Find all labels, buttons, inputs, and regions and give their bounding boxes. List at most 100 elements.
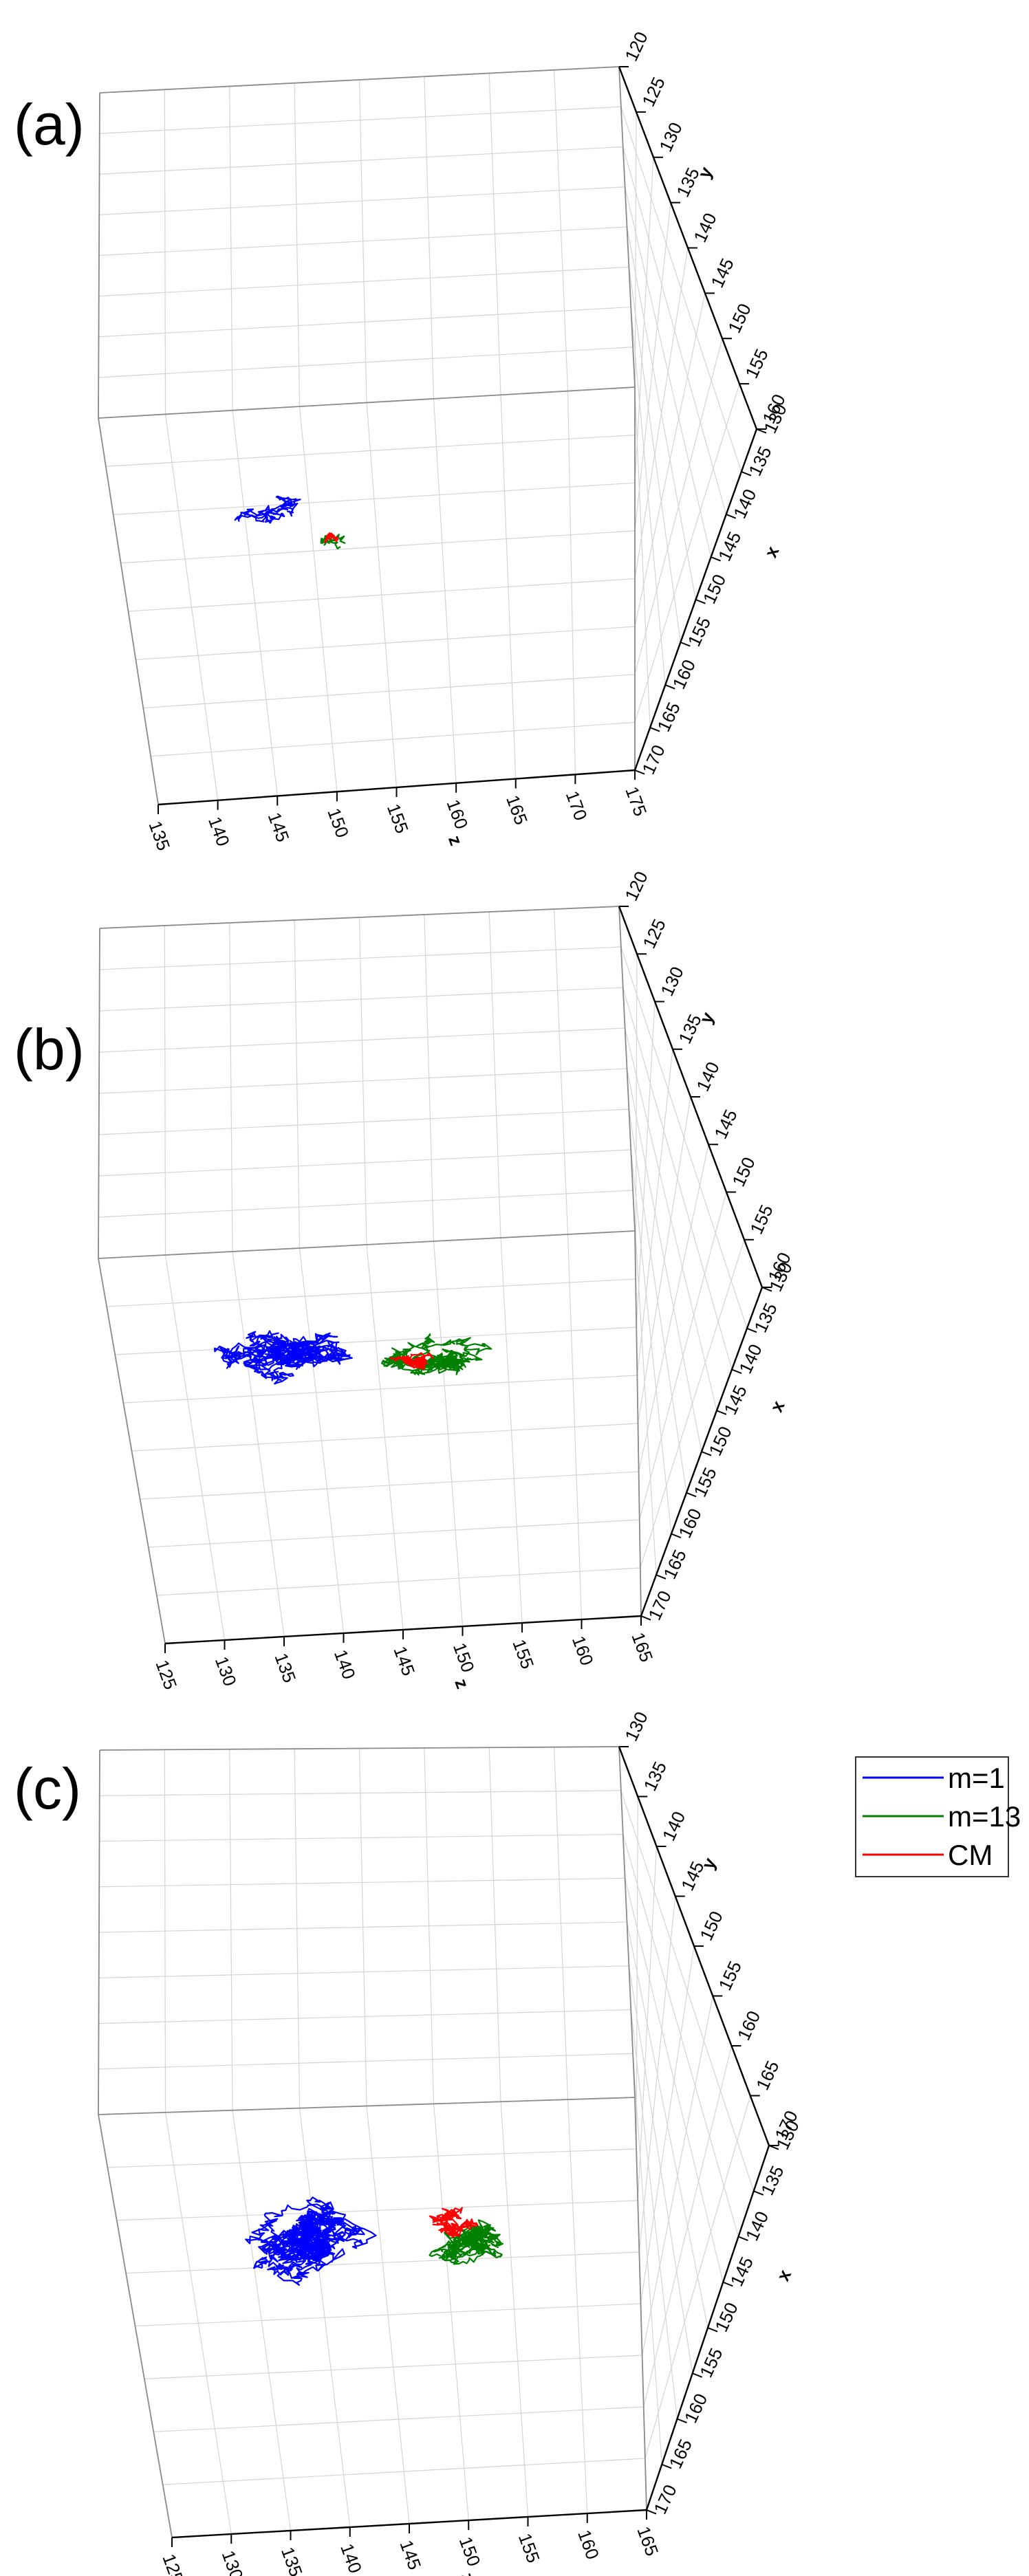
x-tick-label: 160 (674, 1505, 706, 1541)
x-tick (741, 471, 752, 477)
x-tick (646, 2509, 657, 2515)
x-axis-label: x (772, 2266, 796, 2284)
grid-line (156, 1567, 640, 1596)
grid-line (639, 1192, 727, 1520)
z-tick-label: 155 (383, 801, 413, 836)
box-edge (98, 2097, 636, 2115)
x-tick (722, 2281, 733, 2287)
grid-line (98, 1149, 631, 1177)
grid-line (554, 908, 569, 1235)
x-tick-label: 170 (644, 1588, 675, 1624)
z-tick-label: 155 (508, 1637, 538, 1672)
box-edge (98, 386, 636, 419)
z-axis-label: z (444, 833, 467, 848)
y-tick-label: 130 (620, 1709, 652, 1745)
z-axis-label: z (451, 1676, 473, 1691)
grid-line (632, 1190, 657, 1575)
y-tick-label: 165 (752, 2057, 783, 2093)
grid-line (632, 2053, 662, 2465)
grid-line (628, 267, 681, 643)
x-tick (746, 1327, 757, 1333)
grid-line (567, 391, 576, 775)
z-tick-label: 145 (264, 809, 294, 844)
box-edge (98, 2114, 173, 2538)
z-tick-label: 130 (211, 1654, 241, 1689)
box-edge (99, 1746, 620, 1751)
y-tick-label: 155 (741, 346, 772, 382)
box-edge (618, 66, 636, 388)
x-tick-label: 135 (750, 1300, 781, 1335)
x-tick-label: 155 (689, 1464, 721, 1500)
x-axis-label: x (766, 1397, 789, 1415)
x-tick (701, 1451, 712, 1456)
z-tick-label: 145 (389, 1644, 419, 1679)
y-tick-label: 150 (724, 301, 755, 336)
z-tick-label: 125 (151, 1657, 181, 1692)
y-tick-label: 140 (689, 210, 721, 245)
x-tick (707, 2327, 718, 2333)
z-tick-label: 160 (574, 2527, 603, 2562)
grid-line (424, 914, 435, 1242)
panel-a: (a) 135 140 145 150 155 160 165 170 175 z 120 125 13… (14, 29, 791, 853)
legend-label-m1: m=1 (948, 1762, 1005, 1794)
grid-line (632, 347, 651, 728)
box-edge (99, 66, 620, 94)
z-tick-label: 135 (144, 818, 174, 853)
x-tick (692, 2372, 703, 2378)
y-tick-label: 125 (638, 916, 670, 952)
x-tick (664, 684, 675, 690)
z-tick-label: 140 (336, 2541, 366, 2576)
grid-line (433, 2104, 469, 2521)
y-tick-label: 120 (620, 29, 652, 65)
grid-line (643, 2045, 733, 2408)
y-tick-label: 160 (733, 2008, 765, 2044)
x-tick (671, 1533, 682, 1539)
x-tick (716, 1410, 727, 1415)
x-tick-label: 140 (735, 1341, 766, 1377)
x-tick (634, 769, 645, 775)
grid-line (140, 1471, 639, 1500)
z-tick-label: 160 (442, 797, 472, 832)
grid-line (500, 395, 517, 779)
grid-line (645, 2095, 751, 2459)
x-tick-label: 165 (659, 1547, 691, 1582)
x-tick (640, 1615, 651, 1621)
grid-line (554, 1747, 569, 2100)
grid-line (554, 69, 569, 391)
z-tick-label: 135 (270, 1650, 300, 1685)
box-edge (98, 92, 100, 419)
box-edge (618, 906, 636, 1232)
grid-line (634, 293, 706, 627)
grid-line (148, 1519, 640, 1548)
grid-line (626, 1921, 708, 2328)
x-axis-label: x (760, 543, 783, 560)
x-tick (731, 1368, 742, 1375)
box-edge (99, 906, 620, 929)
z-tick-label: 145 (396, 2537, 425, 2573)
z-tick-label: 165 (627, 1630, 657, 1665)
grid-line (98, 1068, 627, 1094)
x-tick (680, 642, 691, 647)
grid-line (630, 2009, 678, 2419)
grid-line (640, 1239, 745, 1569)
y-tick-label: 145 (706, 255, 738, 291)
grid-line (98, 2053, 633, 2070)
x-tick (656, 1574, 667, 1580)
x-tick (661, 2463, 672, 2469)
grid-line (98, 2009, 631, 2024)
y-tick-label: 135 (639, 1758, 671, 1794)
box-edge (634, 1230, 642, 1617)
grid-line (628, 1965, 693, 2374)
grid-line (488, 1747, 501, 2102)
y-tick-label: 130 (655, 119, 686, 155)
legend-label-cm: CM (948, 1839, 993, 1871)
series-m-1-trace (245, 2196, 377, 2286)
box-edge (98, 1230, 636, 1259)
grid-line (131, 1423, 638, 1452)
x-tick (686, 1492, 697, 1498)
grid-line (162, 2458, 645, 2485)
x-tick (753, 2190, 764, 2196)
grid-line (98, 1190, 633, 1218)
z-tick-label: 155 (514, 2531, 544, 2566)
grid-line (628, 1109, 687, 1493)
